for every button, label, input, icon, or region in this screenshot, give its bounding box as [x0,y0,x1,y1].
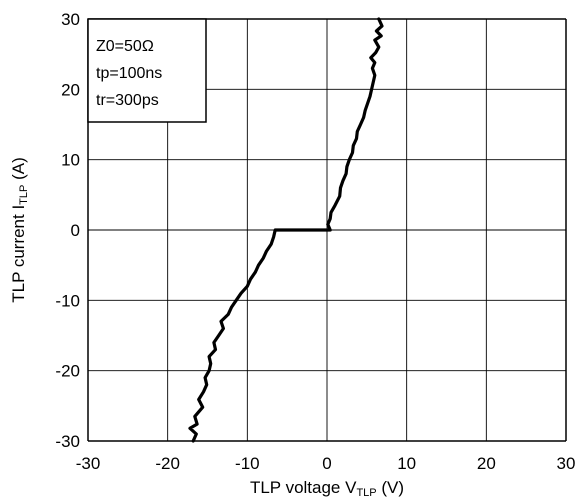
x-tick-label: 0 [322,454,331,473]
y-axis-label: TLP current ITLP (A) [9,157,30,303]
x-tick-label: 30 [557,454,576,473]
y-tick-label: -30 [55,432,80,451]
y-tick-label: -10 [55,291,80,310]
plot-area [188,17,384,443]
y-tick-label: 20 [61,80,80,99]
x-axis-label-main: TLP voltage V [250,478,357,497]
x-tick-label: 20 [477,454,496,473]
legend-tp: tp=100ns [96,65,162,82]
x-tick-label: -20 [155,454,180,473]
y-axis-label-sub: TLP [18,185,30,205]
y-tick-label: -20 [55,362,80,381]
legend-box: Z0=50Ω tp=100ns tr=300ps [87,18,207,123]
x-tick-label: -10 [235,454,260,473]
y-tick-label: 30 [61,10,80,29]
x-axis-label-sub: TLP [356,487,376,499]
x-tick-label: -30 [76,454,101,473]
legend-tr: tr=300ps [96,92,159,109]
y-tick-label: 10 [61,151,80,170]
y-tick-label: 0 [71,221,80,240]
y-axis-ticks: -30 -20 -10 0 10 20 30 [55,10,80,451]
x-axis-ticks: -30 -20 -10 0 10 20 30 [76,454,576,473]
grid-lines [87,18,567,442]
iv-curve-line [188,17,384,443]
y-axis-label-unit: (A) [9,157,28,184]
legend-z0: Z0=50Ω [96,38,154,55]
x-axis-label: TLP voltage VTLP (V) [250,478,404,499]
x-axis-label-unit: (V) [377,478,404,497]
x-tick-label: 10 [397,454,416,473]
y-axis-label-main: TLP current I [9,205,28,303]
